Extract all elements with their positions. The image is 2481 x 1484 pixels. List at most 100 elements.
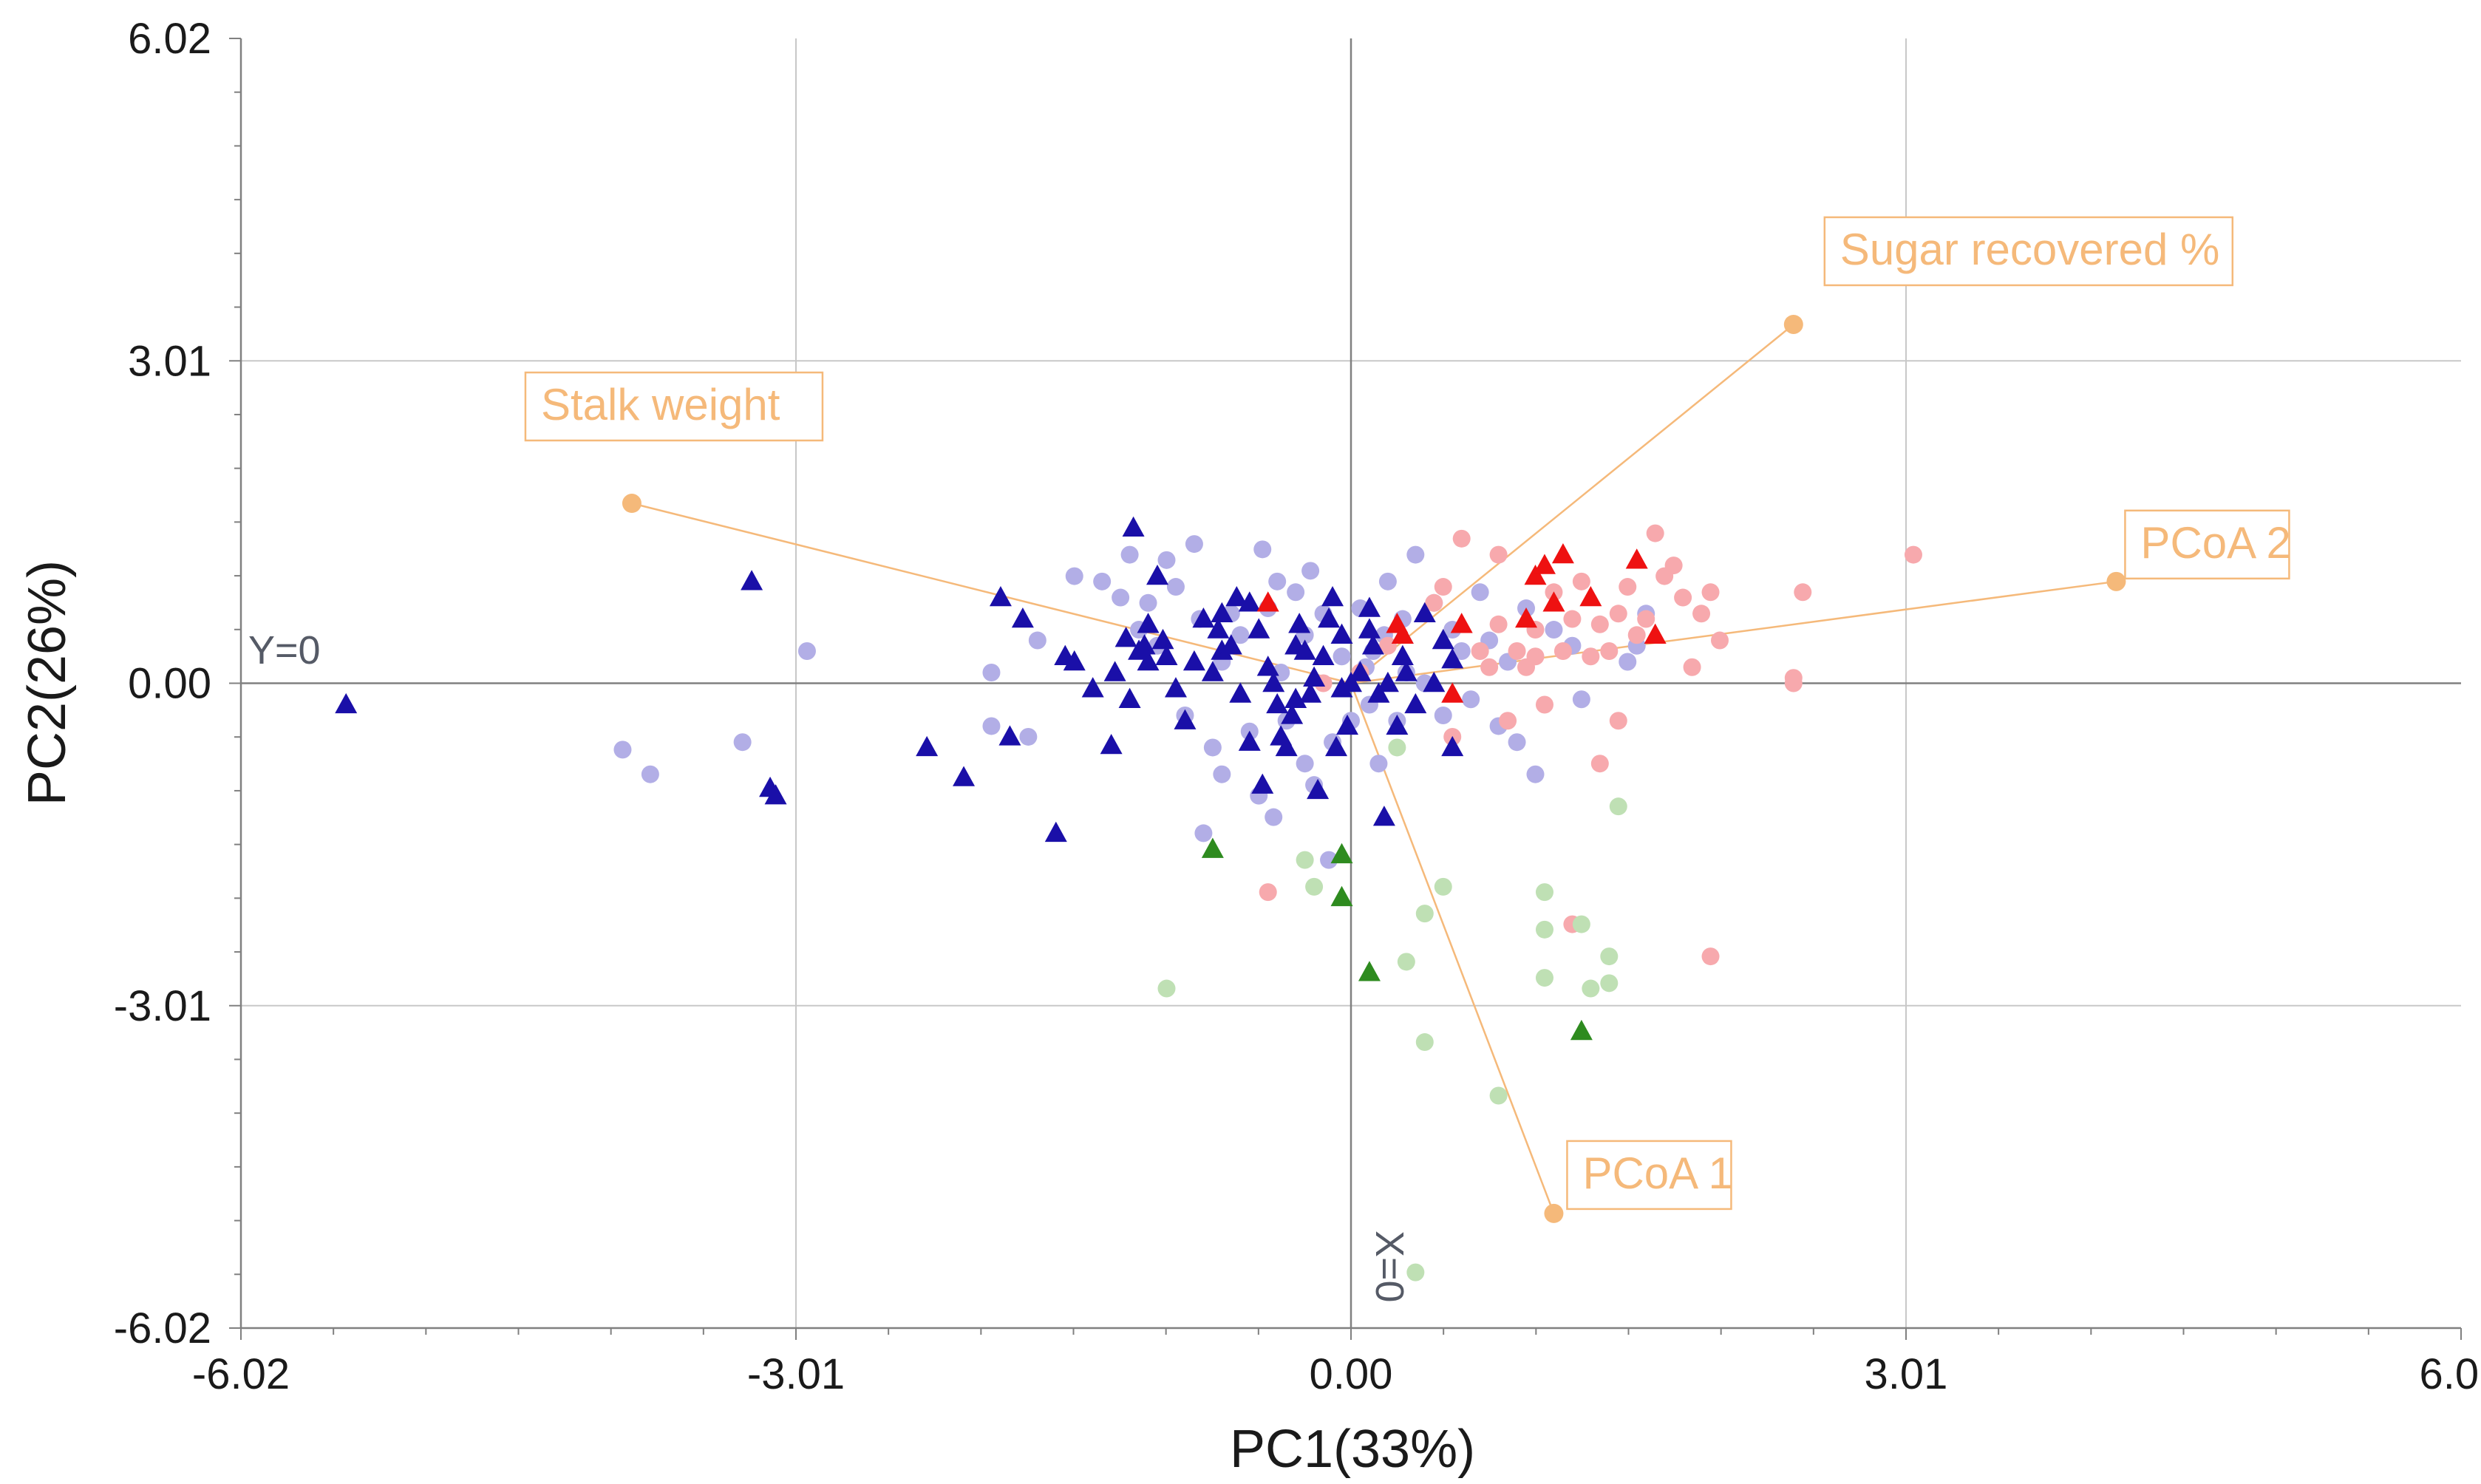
- red-circle-point: [1553, 642, 1572, 661]
- blue-circle-point: [613, 741, 632, 759]
- blue-triangle-point: [1358, 596, 1381, 617]
- loading-label: Stalk weight: [541, 380, 780, 429]
- y-tick-label: 6.02: [128, 15, 211, 63]
- blue-circle-point: [1065, 567, 1083, 585]
- red-circle-point: [1784, 674, 1803, 692]
- green-circle-point: [1600, 974, 1619, 993]
- red-circle-point: [1701, 583, 1720, 602]
- blue-triangle-point: [1192, 607, 1215, 628]
- blue-triangle-point: [1164, 677, 1187, 698]
- y-tick-label: -3.01: [114, 982, 211, 1030]
- red-triangle-point: [1441, 682, 1464, 703]
- blue-triangle-point: [1251, 773, 1274, 794]
- green-circle-point: [1535, 883, 1553, 902]
- plot-frame: [229, 38, 2462, 1340]
- blue-triangle-point: [1122, 516, 1145, 537]
- blue-triangle-point: [1118, 687, 1141, 708]
- green-triangle-point: [1358, 961, 1381, 981]
- blue-circle-point: [1253, 540, 1272, 559]
- red-circle-point: [1590, 755, 1609, 773]
- loading-label: PCoA 2: [2140, 518, 2290, 568]
- blue-circle-point: [1272, 664, 1290, 682]
- loading-vector: [1350, 324, 1794, 684]
- blue-triangle-point: [998, 725, 1021, 746]
- loading-label-box: [1566, 1140, 1732, 1211]
- red-circle-point: [1535, 695, 1553, 714]
- blue-circle-point: [1545, 621, 1563, 639]
- y-tick-label: -6.02: [114, 1304, 211, 1352]
- blue-circle-point: [1471, 583, 1489, 602]
- blue-triangle-point: [1262, 671, 1285, 692]
- blue-circle-point: [1231, 626, 1250, 644]
- green-triangle-point: [1570, 1019, 1593, 1041]
- loading-endpoint: [1544, 1203, 1564, 1223]
- blue-triangle-point: [1358, 618, 1381, 639]
- blue-circle-point: [641, 765, 659, 783]
- loading-endpoint: [2106, 571, 2126, 591]
- blue-circle-point: [1333, 647, 1351, 666]
- blue-circle-point: [1572, 690, 1590, 709]
- red-circle-point: [1711, 631, 1729, 650]
- green-triangle-point: [1201, 837, 1224, 858]
- green-circle-point: [1415, 1033, 1434, 1052]
- loading-endpoint: [622, 494, 641, 514]
- blue-circle-point: [1019, 727, 1038, 746]
- y-axis-title: PC2(26%): [18, 560, 77, 806]
- blue-circle-point: [1139, 593, 1157, 612]
- green-triangle-point: [1330, 885, 1353, 907]
- green-circle-point: [1609, 797, 1627, 816]
- blue-triangle-point: [1256, 656, 1279, 676]
- blue-circle-point: [1301, 562, 1320, 580]
- blue-triangle-point: [1413, 602, 1436, 622]
- blue-triangle-point: [1312, 644, 1335, 665]
- x-axis-title: PC1(33%): [1230, 1420, 1475, 1479]
- blue-triangle-point: [953, 766, 976, 786]
- red-circle-point: [1499, 712, 1517, 730]
- blue-triangle-point: [1386, 714, 1409, 735]
- blue-triangle-point: [1081, 677, 1104, 698]
- green-circle-point: [1388, 738, 1406, 757]
- blue-circle-point: [1462, 690, 1480, 709]
- blue-triangle-point: [1330, 677, 1353, 698]
- x-tick-label: 6.02: [2420, 1350, 2481, 1398]
- red-circle-point: [1609, 712, 1627, 730]
- green-circle-point: [1157, 979, 1176, 998]
- blue-circle-point: [1296, 755, 1314, 773]
- blue-triangle-point: [1299, 682, 1322, 703]
- blue-triangle-point: [1395, 661, 1418, 681]
- red-triangle-point: [1515, 607, 1538, 628]
- red-circle-point: [1692, 605, 1711, 623]
- blue-triangle-point: [1182, 650, 1205, 671]
- red-circle-point: [1646, 524, 1664, 542]
- loading-labels: Stalk weight Sugar recovered % PCoA 2 PCoA …: [524, 216, 2291, 1223]
- red-circle-point: [1609, 605, 1627, 623]
- blue-circle-point: [982, 664, 1001, 682]
- red-circle-point: [1572, 572, 1590, 590]
- blue-triangle-point: [1225, 585, 1248, 607]
- red-circle-point: [1452, 529, 1471, 548]
- red-circle-point: [1701, 947, 1720, 966]
- blue-triangle-point: [1219, 634, 1242, 655]
- blue-triangle-point: [1281, 704, 1304, 724]
- loading-vector: [1350, 683, 1555, 1214]
- blue-triangle-point: [1238, 730, 1261, 751]
- blue-circle-point: [1120, 545, 1139, 564]
- blue-triangle-point: [1201, 661, 1224, 681]
- blue-triangle-point: [1211, 639, 1233, 660]
- blue-triangle-point: [1288, 613, 1311, 633]
- green-circle-point: [1535, 920, 1553, 939]
- green-circle-point: [1600, 947, 1619, 966]
- blue-triangle-point: [1404, 692, 1427, 714]
- y-zero-label: Y=0: [248, 628, 321, 673]
- red-circle-point: [1480, 658, 1499, 676]
- blue-triangle-point: [1275, 735, 1298, 757]
- red-circle-point: [1627, 626, 1646, 644]
- blue-circle-point: [1185, 535, 1203, 554]
- blue-triangle-point: [1336, 714, 1359, 735]
- blue-circle-point: [1508, 733, 1526, 752]
- blue-triangle-point: [1155, 644, 1178, 665]
- green-circle-point: [1572, 915, 1590, 933]
- red-circle-point: [1664, 556, 1683, 575]
- blue-circle-point: [1166, 578, 1185, 596]
- blue-circle-point: [1265, 808, 1283, 826]
